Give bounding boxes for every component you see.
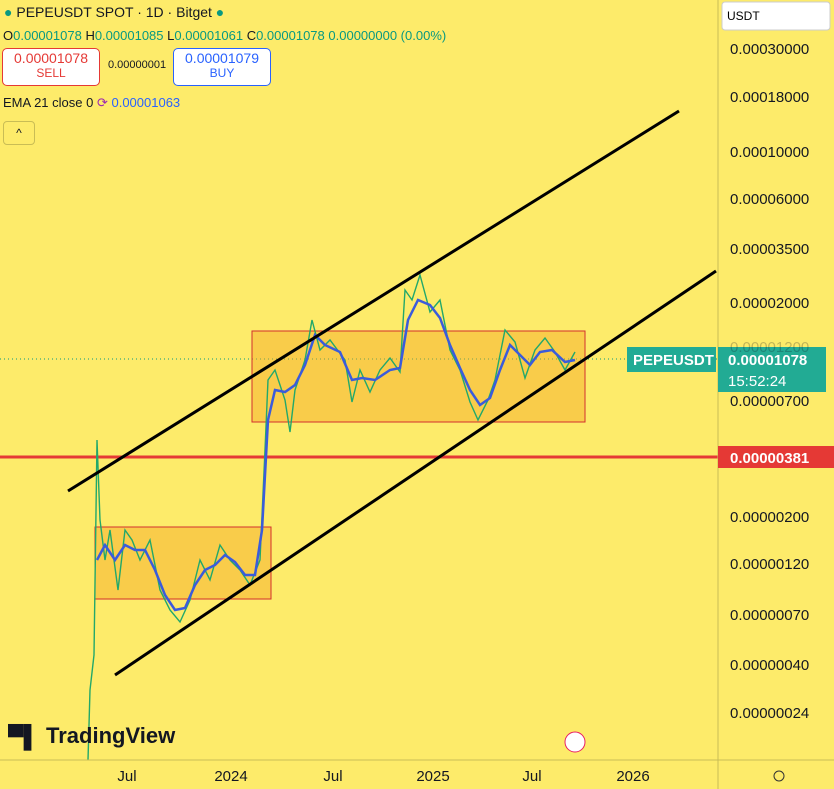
ema-line <box>95 298 576 612</box>
ohlc-change: 0.00000000 (0.00%) <box>328 28 447 43</box>
settings-icon[interactable] <box>773 770 785 782</box>
price-axis-label: 0.00003500 <box>730 241 809 258</box>
time-axis-label: 2026 <box>616 768 649 785</box>
sell-label: SELL <box>36 66 66 80</box>
ohlc-label: L <box>167 28 175 43</box>
indicator-name: EMA 21 close 0 <box>3 95 94 110</box>
price-axis-label: 0.00000040 <box>730 657 809 674</box>
logo-mark: ▀▌ <box>8 723 39 751</box>
last-price: 0.00001078 <box>728 352 807 369</box>
price-axis-label: 0.00000120 <box>730 556 809 573</box>
price-axis-label: 0.00030000 <box>730 41 809 58</box>
buy-button[interactable]: 0.00001079 BUY <box>173 48 271 86</box>
time-axis-label: Jul <box>522 768 541 785</box>
spread: 0.00000001 <box>108 59 167 71</box>
price-axis-label: 0.00000200 <box>730 509 809 526</box>
price-axis-label: 0.00000070 <box>730 607 809 624</box>
ohlc-label: H <box>85 28 95 43</box>
symbol-title: PEPEUSDT SPOT · 1D · Bitget <box>16 4 212 20</box>
price-axis-label: 0.00010000 <box>730 144 809 161</box>
last-price-bg <box>718 347 826 392</box>
symbol-header: ● PEPEUSDT SPOT · 1D · Bitget ● <box>4 4 225 20</box>
price-axis-label: 0.00000024 <box>730 705 809 722</box>
symbol-tag: PEPEUSDT <box>633 352 714 369</box>
countdown: 15:52:24 <box>728 373 786 390</box>
time-axis-label: Jul <box>323 768 342 785</box>
ohlc-value: 0.00001078 <box>256 28 325 43</box>
price-axis-label: 0.00018000 <box>730 89 809 106</box>
trend-line <box>67 109 680 493</box>
price-axis-label: 0.00000700 <box>730 393 809 410</box>
time-axis-label: 2024 <box>214 768 247 785</box>
price-series <box>87 272 576 761</box>
indicator: EMA 21 close 0 ⟳ 0.00001063 <box>3 95 181 110</box>
currency: USDT <box>727 9 760 23</box>
time-axis-label: Jul <box>117 768 136 785</box>
symbol-tag-bg <box>627 347 716 372</box>
buy-price: 0.00001079 <box>185 50 259 66</box>
logo: TradingView <box>46 723 176 748</box>
ohlc: O0.00001078 H0.00001085 L0.00001061 C0.0… <box>3 28 446 43</box>
ohlc-label: O <box>3 28 14 43</box>
sell-button[interactable]: 0.00001078 SELL <box>2 48 100 86</box>
ohlc-value: 0.00001078 <box>13 28 82 43</box>
currency-button[interactable] <box>721 1 831 31</box>
level-label: 0.00000381 <box>730 450 809 467</box>
sell-price: 0.00001078 <box>14 50 88 66</box>
ohlc-value: 0.00001061 <box>174 28 244 43</box>
price-axis-label: 0.00006000 <box>730 191 809 208</box>
flash-icon[interactable] <box>564 731 586 753</box>
price-axis-label: 0.00002000 <box>730 295 809 312</box>
collapse-button[interactable]: ^ <box>3 121 35 145</box>
indicator-value: 0.00001063 <box>111 95 181 110</box>
trend-line <box>114 269 717 677</box>
time-axis-label: 2025 <box>416 768 449 785</box>
ohlc-value: 0.00001085 <box>94 28 164 43</box>
ohlc-label: C <box>246 28 257 43</box>
level-tag <box>718 446 834 468</box>
buy-label: BUY <box>209 66 235 80</box>
price-axis-label: 0.00001200 <box>730 339 809 356</box>
